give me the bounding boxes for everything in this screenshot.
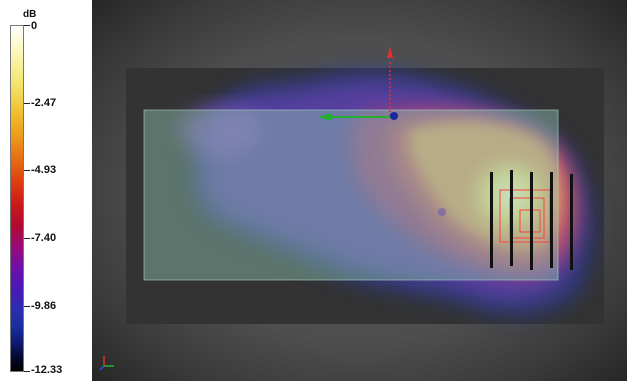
receiver-marker: [438, 208, 446, 216]
gizmo-y-arrow-icon[interactable]: [387, 46, 393, 58]
tick-label-1: -2.47: [31, 97, 57, 109]
tick-mark: [24, 103, 30, 104]
antenna-array[interactable]: [490, 170, 573, 270]
gizmo-x-arrow-icon[interactable]: [318, 113, 332, 121]
room-box[interactable]: [143, 109, 559, 281]
color-scale-legend: dB 0 -2.47 -4.93 -7.40 -9.86 -12.33: [0, 0, 92, 381]
transform-gizmo[interactable]: [318, 46, 398, 121]
tick-label-4: -9.86: [31, 300, 57, 312]
antenna-element[interactable]: [550, 172, 553, 268]
color-scale-bar: [10, 25, 24, 372]
tick-mark: [24, 306, 30, 307]
tick-mark: [24, 238, 30, 239]
antenna-element[interactable]: [530, 172, 533, 270]
tick-label-5: -12.33: [31, 364, 63, 376]
gizmo-center-icon[interactable]: [390, 112, 398, 120]
tick-mark: [24, 25, 30, 26]
antenna-element[interactable]: [510, 170, 513, 266]
tick-label-2: -4.93: [31, 164, 57, 176]
tick-mark: [24, 170, 30, 171]
simulation-viewport[interactable]: [92, 0, 627, 381]
antenna-element[interactable]: [490, 172, 493, 268]
legend-unit-label: dB: [23, 9, 37, 20]
scene-canvas[interactable]: [92, 0, 627, 381]
contour-left-lobe: [178, 104, 262, 156]
tick-mark: [24, 371, 30, 372]
tick-label-3: -7.40: [31, 232, 57, 244]
axis-triad-icon: [99, 356, 114, 371]
antenna-element[interactable]: [570, 174, 573, 270]
coverage-heatmap: [178, 68, 596, 317]
tick-label-0: 0: [31, 20, 38, 32]
